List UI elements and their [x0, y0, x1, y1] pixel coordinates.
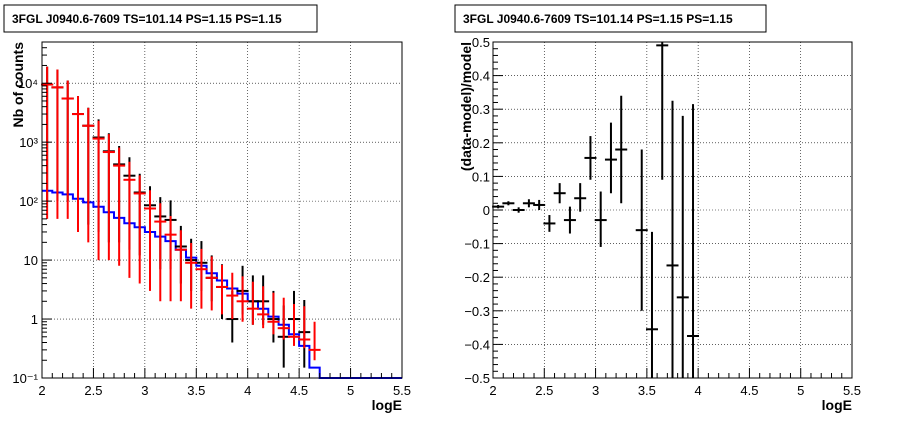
left-y-axis-label: Nb of counts: [10, 42, 26, 128]
data-point-red: [61, 80, 74, 219]
right-y-tick-label: 0.5: [472, 35, 490, 50]
data-point-red: [205, 256, 218, 311]
right-x-tick-label: 5.5: [843, 383, 861, 398]
data-point-red: [174, 230, 187, 302]
data-point-red: [277, 297, 290, 340]
left-y-tick-label: 10: [24, 253, 38, 268]
left-panel: 3FGL J0940.6-7609 TS=101.14 PS=1.15 PS=1…: [3, 4, 411, 413]
residual-point: [635, 149, 648, 311]
left-x-tick-label: 2.5: [84, 383, 102, 398]
left-x-tick-label: 5: [347, 383, 354, 398]
left-x-tick-label: 4.5: [290, 383, 308, 398]
right-chart-title: 3FGL J0940.6-7609 TS=101.14 PS=1.15 PS=1…: [463, 12, 733, 26]
left-x-tick-label: 3.5: [187, 383, 205, 398]
left-y-tick-label: 10⁴: [18, 76, 38, 91]
residual-point: [645, 231, 658, 378]
right-y-tick-label: 0.2: [472, 136, 490, 151]
residual-point: [687, 104, 700, 378]
left-y-tick-label: 10³: [19, 135, 38, 150]
residual-point: [656, 42, 669, 180]
data-point-red: [82, 107, 95, 243]
data-point-red: [288, 303, 300, 346]
data-point-red: [123, 161, 136, 278]
residual-point: [533, 199, 546, 210]
data-point-red: [185, 242, 198, 309]
right-gridlines: [493, 42, 852, 378]
data-point-red: [154, 203, 167, 302]
data-point-red: [133, 175, 146, 284]
left-x-tick-label: 4: [244, 383, 251, 398]
right-y-tick-label: −0.4: [464, 337, 490, 352]
residual-point: [594, 191, 607, 247]
right-x-tick-label: 3.5: [638, 383, 656, 398]
right-data-marks: [492, 42, 700, 378]
data-point-red: [246, 281, 259, 325]
data-point-red: [41, 66, 54, 219]
right-x-tick-label: 2: [489, 383, 496, 398]
data-point-red: [102, 134, 115, 261]
background-model-step-line: [42, 189, 402, 379]
left-x-tick-label: 5.5: [393, 383, 411, 398]
data-point-red: [216, 264, 228, 315]
right-y-tick-label: −0.2: [464, 270, 490, 285]
residual-point: [584, 136, 597, 180]
right-y-tick-label: 0: [483, 203, 490, 218]
residual-point: [574, 183, 587, 212]
left-axis-ticks: 2 2.5 3 3.5 4 4.5 5 5.5 10⁻¹ 1 10 10² 10³ 10⁴: [12, 41, 411, 398]
residual-point: [543, 215, 556, 232]
left-data-marks: [41, 66, 402, 379]
right-title-box: [454, 4, 767, 33]
residual-point: [553, 183, 566, 204]
data-point-red: [144, 190, 156, 291]
left-title-box: [3, 4, 318, 33]
right-x-tick-label: 3: [592, 383, 599, 398]
left-x-tick-label: 2: [38, 383, 45, 398]
data-point-red: [72, 96, 84, 232]
left-y-tick-label: 10⁻¹: [12, 371, 38, 386]
right-y-tick-label: 0.3: [472, 102, 490, 117]
left-chart-title: 3FGL J0940.6-7609 TS=101.14 PS=1.15 PS=1…: [12, 12, 282, 26]
data-point-red: [92, 120, 105, 261]
right-x-axis-label: logE: [822, 397, 852, 413]
data-point-red: [236, 276, 249, 322]
right-y-tick-label: −0.3: [464, 304, 490, 319]
data-point-red: [164, 215, 177, 302]
right-y-tick-label: −0.5: [464, 371, 490, 386]
data-point-red: [195, 248, 208, 309]
left-y-tick-label: 10²: [19, 194, 38, 209]
residual-point: [604, 122, 617, 194]
right-y-tick-label: −0.1: [464, 237, 490, 252]
right-x-tick-label: 4: [695, 383, 702, 398]
residual-point: [563, 206, 576, 234]
left-x-tick-label: 3: [141, 383, 148, 398]
residual-point: [666, 100, 679, 378]
residual-point: [615, 95, 628, 204]
data-point-red: [298, 306, 311, 349]
right-x-tick-label: 2.5: [535, 383, 553, 398]
left-x-axis-label: logE: [372, 397, 402, 413]
residual-point: [512, 207, 525, 213]
left-plot-frame: [41, 41, 403, 379]
data-point-red: [226, 272, 239, 320]
data-point-red: [257, 286, 270, 329]
right-panel: 3FGL J0940.6-7609 TS=101.14 PS=1.15 PS=1…: [454, 4, 861, 413]
right-y-axis-label: (data-model)/model: [458, 42, 474, 171]
data-point-red: [267, 292, 280, 335]
left-gridlines: [42, 42, 402, 378]
right-x-tick-label: 5: [797, 383, 804, 398]
data-point-red: [51, 69, 64, 219]
residual-point: [522, 199, 535, 208]
data-point-red: [308, 321, 321, 361]
right-axis-ticks: 2 2.5 3 3.5 4 4.5 5 5.5 −0.5 −0.4 −0.3 −0.2 −0.1 0 0.1…: [464, 35, 861, 398]
right-y-tick-label: 0.1: [472, 169, 490, 184]
right-y-tick-label: 0.4: [472, 69, 490, 84]
residual-point: [502, 201, 515, 206]
data-point-red: [113, 147, 126, 266]
residual-point: [676, 115, 689, 378]
left-y-tick-label: 1: [31, 312, 38, 327]
residual-point: [492, 204, 505, 209]
right-x-tick-label: 4.5: [740, 383, 758, 398]
